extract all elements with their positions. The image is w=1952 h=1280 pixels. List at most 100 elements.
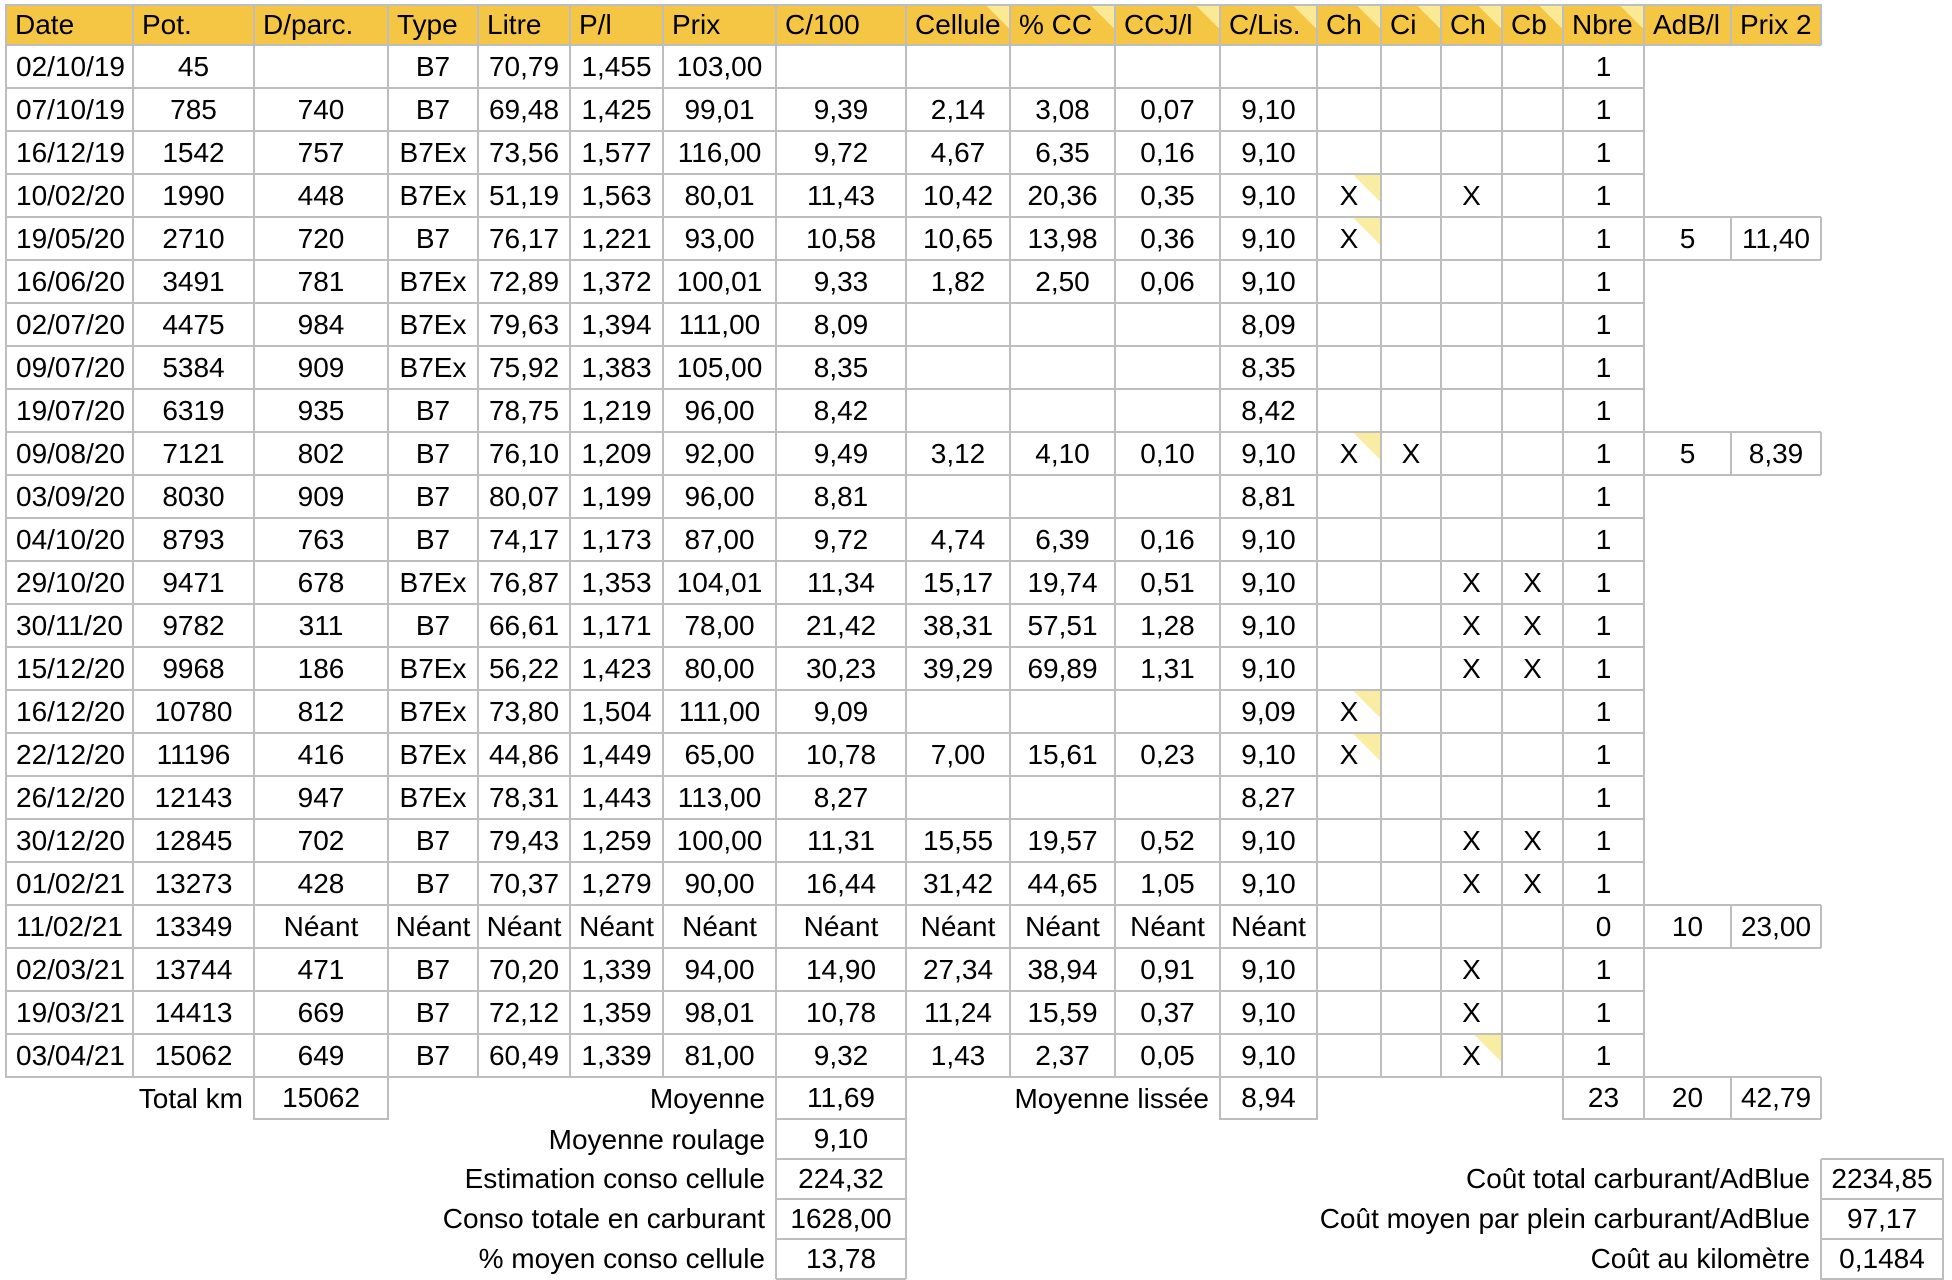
cell-pl[interactable]: 1,443 — [569, 775, 664, 820]
cell-date[interactable]: 02/03/21 — [5, 947, 134, 992]
cell-c100[interactable]: 8,81 — [775, 474, 907, 519]
cell-ch2[interactable]: X — [1440, 861, 1503, 906]
cell-pl[interactable]: 1,279 — [569, 861, 664, 906]
cell-clis[interactable]: 9,10 — [1219, 259, 1318, 304]
cell-cellule[interactable]: 27,34 — [905, 947, 1011, 992]
cell-c100[interactable]: 21,42 — [775, 603, 907, 648]
cell-dparc[interactable]: 720 — [253, 216, 389, 261]
cell-nbre[interactable]: 1 — [1562, 947, 1645, 992]
cell-ci[interactable] — [1380, 474, 1442, 519]
cell-prix2[interactable] — [1731, 604, 1821, 647]
cell-pot[interactable]: 12143 — [132, 775, 255, 820]
cell-prix2[interactable] — [1731, 45, 1821, 88]
cell-nbre[interactable]: 1 — [1562, 517, 1645, 562]
cell-litre[interactable]: 69,48 — [477, 87, 571, 132]
cell-type[interactable]: B7Ex — [387, 302, 479, 347]
cell-ci[interactable] — [1380, 560, 1442, 605]
cell-pcc[interactable]: 15,61 — [1009, 732, 1116, 777]
cell-nbre[interactable]: 1 — [1562, 216, 1645, 261]
cell-c100[interactable]: 10,78 — [775, 732, 907, 777]
cell-nbre[interactable]: 1 — [1562, 861, 1645, 906]
cell-cellule[interactable]: 10,42 — [905, 173, 1011, 218]
cell-litre[interactable]: 73,56 — [477, 130, 571, 175]
cell-nbre[interactable]: 1 — [1562, 689, 1645, 734]
nbre-total-value[interactable]: 23 — [1562, 1076, 1645, 1120]
cell-prix[interactable]: 65,00 — [662, 732, 777, 777]
cell-ccjl[interactable] — [1114, 775, 1221, 820]
cell-ccjl[interactable]: 1,31 — [1114, 646, 1221, 691]
cell-clis[interactable]: 9,10 — [1219, 990, 1318, 1035]
cell-c100[interactable]: 9,39 — [775, 87, 907, 132]
cell-clis[interactable]: 9,10 — [1219, 216, 1318, 261]
column-header-prix[interactable]: Prix — [662, 4, 777, 46]
cell-ci[interactable] — [1380, 861, 1442, 906]
cell-prix2[interactable] — [1731, 260, 1821, 303]
cell-clis[interactable]: 9,10 — [1219, 646, 1318, 691]
cell-clis[interactable]: 8,27 — [1219, 775, 1318, 820]
cell-date[interactable]: 30/12/20 — [5, 818, 134, 863]
cell-type[interactable]: B7Ex — [387, 259, 479, 304]
cell-ch2[interactable] — [1440, 345, 1503, 390]
cell-ci[interactable] — [1380, 388, 1442, 433]
cell-c100[interactable]: 8,09 — [775, 302, 907, 347]
cell-pot[interactable]: 13349 — [132, 904, 255, 949]
cell-ccjl[interactable]: 0,23 — [1114, 732, 1221, 777]
cell-nbre[interactable]: 1 — [1562, 474, 1645, 519]
cell-ch2[interactable] — [1440, 904, 1503, 949]
cell-date[interactable]: 29/10/20 — [5, 560, 134, 605]
cell-cellule[interactable]: 11,24 — [905, 990, 1011, 1035]
cell-cellule[interactable] — [905, 388, 1011, 433]
cell-type[interactable]: B7Ex — [387, 345, 479, 390]
cell-ch1[interactable] — [1316, 861, 1382, 906]
cell-cellule[interactable]: 39,29 — [905, 646, 1011, 691]
cell-nbre[interactable]: 1 — [1562, 87, 1645, 132]
cell-pl[interactable]: 1,504 — [569, 689, 664, 734]
cell-clis[interactable]: 9,10 — [1219, 732, 1318, 777]
cell-prix[interactable]: 104,01 — [662, 560, 777, 605]
cell-prix2[interactable] — [1731, 475, 1821, 518]
cell-litre[interactable]: 80,07 — [477, 474, 571, 519]
cell-prix2[interactable]: 8,39 — [1730, 431, 1822, 476]
cell-adbl[interactable]: 5 — [1643, 216, 1732, 261]
cell-cb[interactable] — [1501, 775, 1564, 820]
cell-dparc[interactable]: 909 — [253, 474, 389, 519]
cell-dparc[interactable]: 763 — [253, 517, 389, 562]
cell-ch2[interactable]: X — [1440, 947, 1503, 992]
cell-adbl[interactable] — [1644, 346, 1731, 389]
cell-cb[interactable] — [1501, 517, 1564, 562]
column-header-date[interactable]: Date — [5, 4, 134, 46]
cell-date[interactable]: 07/10/19 — [5, 87, 134, 132]
column-header-ch2[interactable]: Ch — [1440, 4, 1503, 46]
cell-adbl[interactable] — [1644, 88, 1731, 131]
cell-adbl[interactable] — [1644, 948, 1731, 991]
cell-adbl[interactable] — [1644, 131, 1731, 174]
cell-nbre[interactable]: 0 — [1562, 904, 1645, 949]
cell-nbre[interactable]: 1 — [1562, 818, 1645, 863]
cell-litre[interactable]: 56,22 — [477, 646, 571, 691]
cell-litre[interactable]: 44,86 — [477, 732, 571, 777]
cell-prix[interactable]: 80,00 — [662, 646, 777, 691]
cell-pcc[interactable]: 19,74 — [1009, 560, 1116, 605]
cell-litre[interactable]: 70,20 — [477, 947, 571, 992]
cell-pcc[interactable]: 69,89 — [1009, 646, 1116, 691]
cell-ci[interactable] — [1380, 689, 1442, 734]
cell-type[interactable]: B7Ex — [387, 732, 479, 777]
cell-type[interactable]: B7 — [387, 603, 479, 648]
cell-adbl[interactable] — [1644, 1034, 1731, 1077]
cell-prix2[interactable] — [1731, 862, 1821, 905]
cell-prix[interactable]: 113,00 — [662, 775, 777, 820]
cell-pot[interactable]: 14413 — [132, 990, 255, 1035]
cell-ccjl[interactable]: 1,05 — [1114, 861, 1221, 906]
cell-cb[interactable] — [1501, 388, 1564, 433]
cell-ccjl[interactable]: 0,35 — [1114, 173, 1221, 218]
cell-pot[interactable]: 6319 — [132, 388, 255, 433]
cell-date[interactable]: 30/11/20 — [5, 603, 134, 648]
cell-ch1[interactable]: X — [1316, 431, 1382, 476]
cell-ch1[interactable]: X — [1316, 689, 1382, 734]
cell-prix2[interactable] — [1731, 303, 1821, 346]
cell-pot[interactable]: 4475 — [132, 302, 255, 347]
moyenne-roulage-label[interactable]: Moyenne roulage — [6, 1119, 776, 1159]
pct-moyen-conso-cellule-value[interactable]: 13,78 — [775, 1238, 907, 1280]
cell-ch2[interactable]: X — [1440, 818, 1503, 863]
cell-ch2[interactable]: X — [1440, 560, 1503, 605]
